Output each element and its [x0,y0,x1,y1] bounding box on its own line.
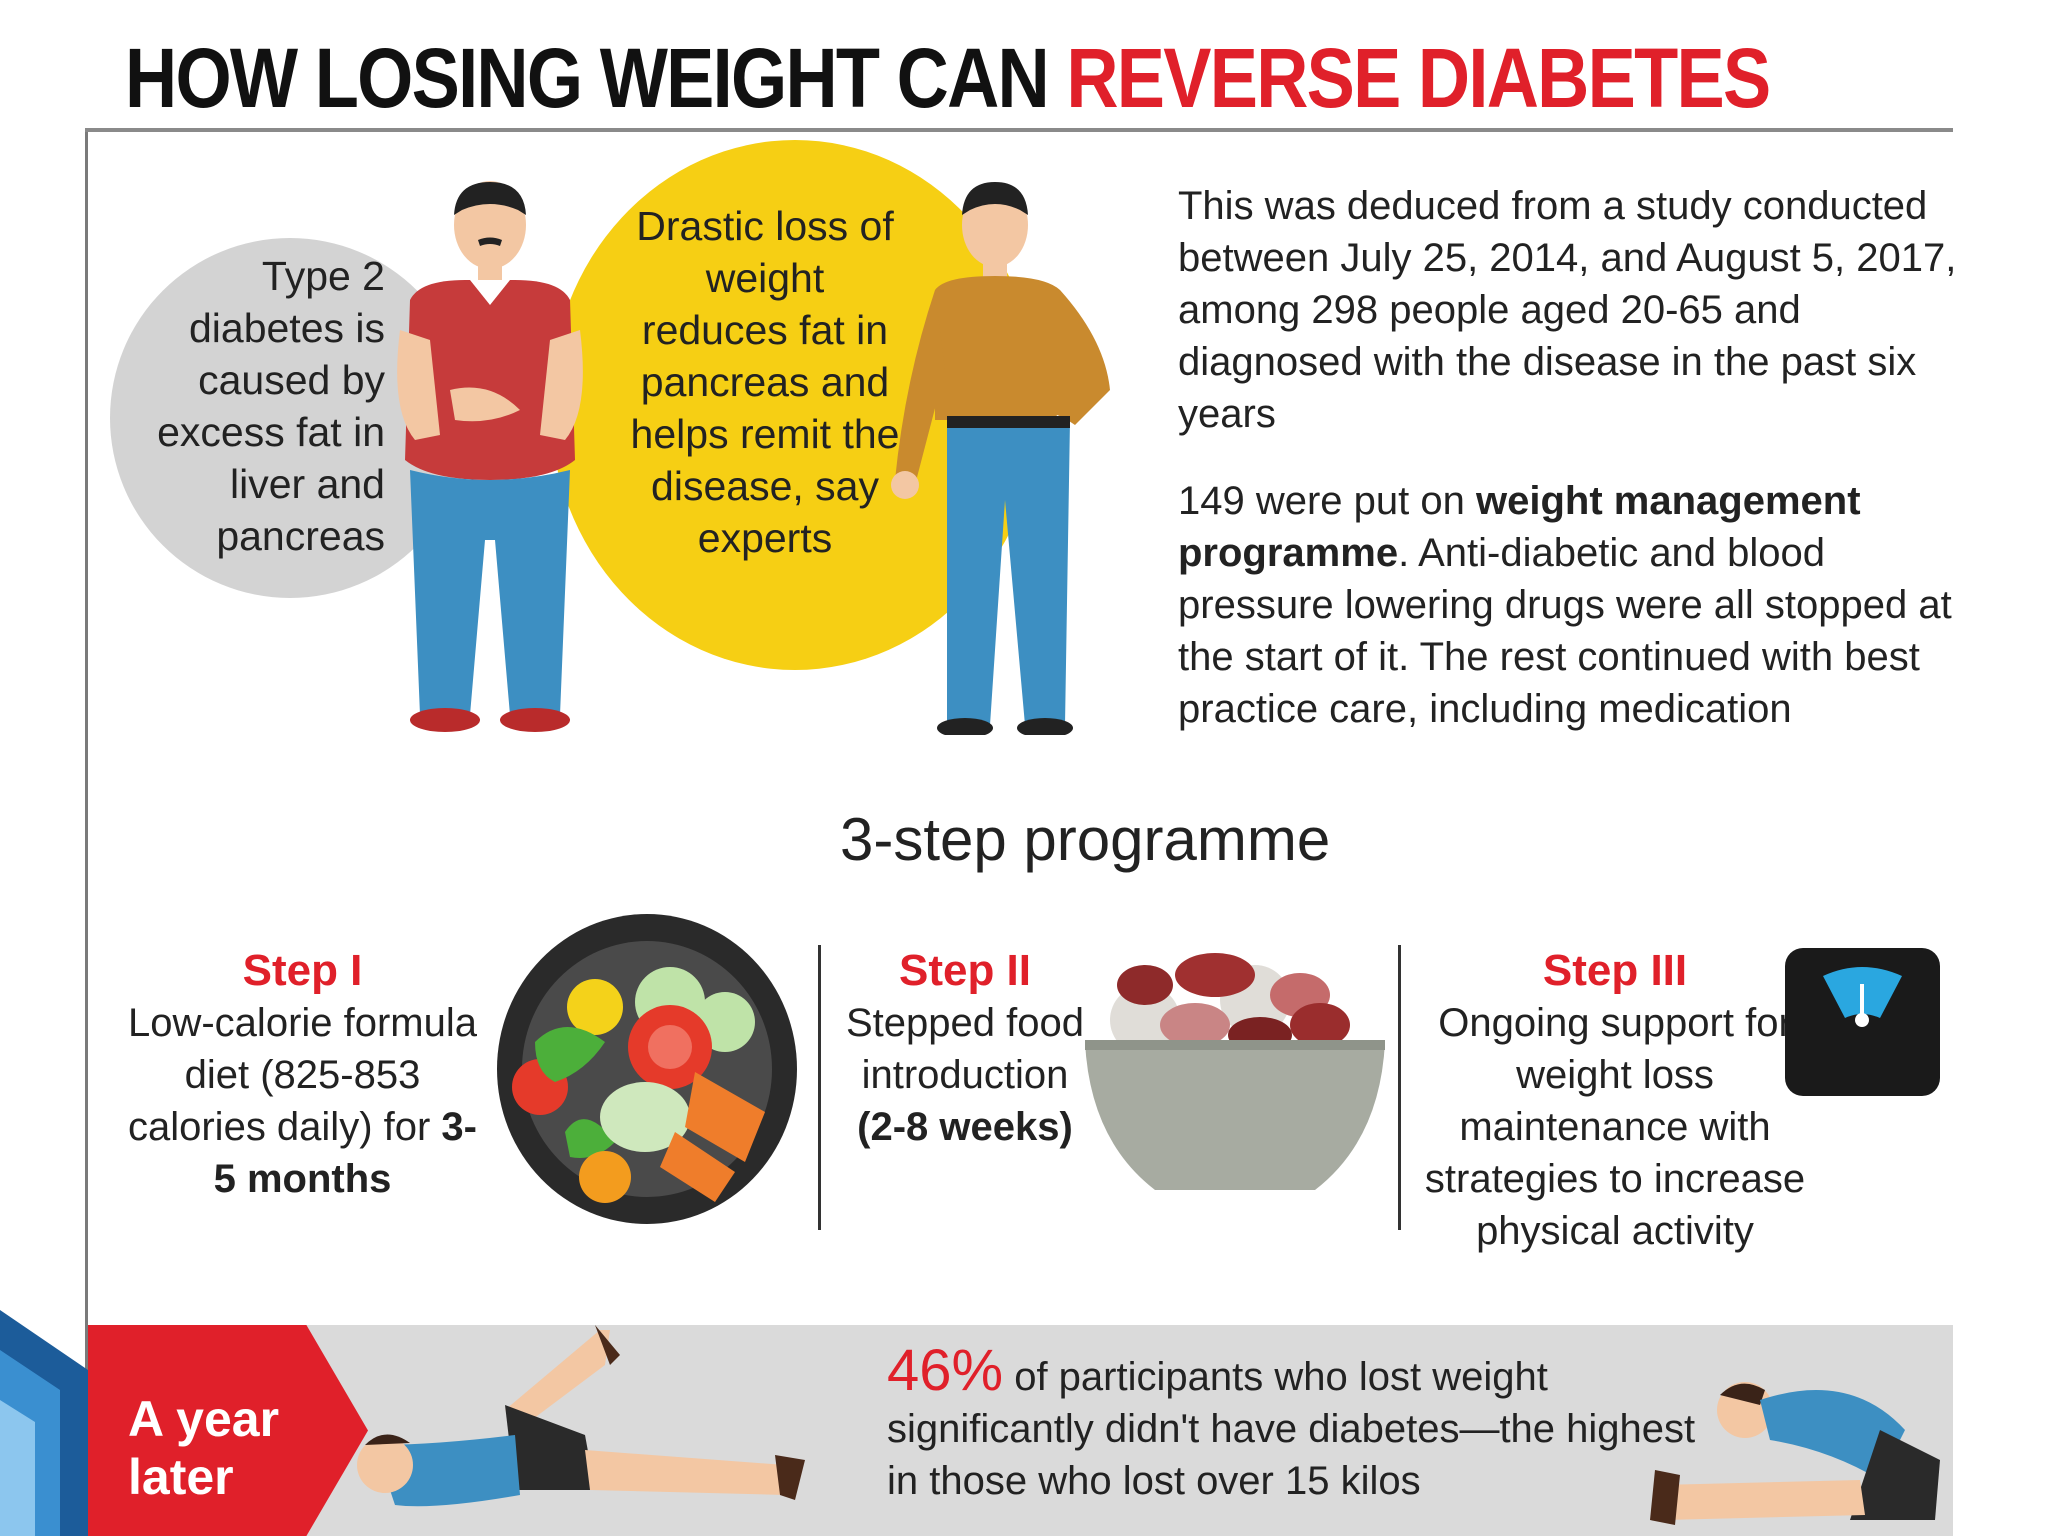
programme-title: 3-step programme [840,806,1331,873]
result-description: of participants who lost weight signific… [887,1355,1696,1503]
study-paragraph-2-bold: weight management programme [1178,479,1861,575]
title-divider [85,128,1953,132]
stretching-man-icon [357,1325,805,1507]
salad-bowl-icon [497,914,797,1224]
slim-man-icon [891,182,1110,735]
step-3-text: Ongoing support for weight loss maintena… [1424,1001,1806,1253]
step-3-label: Step III [1542,946,1688,995]
step-2-bold: (2-8 weeks) [857,1105,1073,1149]
left-border [85,132,88,1536]
step-divider-2 [1398,945,1401,1230]
result-tag-label: A year later [128,1391,280,1505]
toe-touch-man-icon [1650,1382,1940,1525]
step-1-text: Low-calorie formula diet (825-853 calori… [127,1001,478,1149]
study-paragraph-2-start: 149 were put on [1178,479,1476,523]
study-paragraph-1: This was deduced from a study conducted … [1178,184,1957,436]
step-1-bold: 3-5 months [213,1105,477,1201]
step-3: Step III Ongoing support for weight loss… [1410,945,1820,1257]
step-divider-1 [818,945,821,1230]
cause-text: Type 2 diabetes is caused by excess fat … [157,253,385,559]
overweight-man-icon [397,181,583,732]
step-1-label: Step I [242,946,363,995]
result-text: 46% of participants who lost weight sign… [887,1342,1707,1507]
step-2-label: Step II [898,946,1032,995]
result-percent: 46% [887,1338,1004,1403]
study-paragraph-2: 149 were put on weight management progra… [1178,475,1958,735]
title-part-black: HOW LOSING WEIGHT CAN [125,31,1067,125]
step-2-text: Stepped food introduction [846,1001,1084,1097]
title-part-red: REVERSE DIABETES [1066,31,1771,125]
study-paragraph-2-end: . Anti-diabetic and blood pressure lower… [1178,531,1952,731]
slide-corner-arrow-icon [0,1310,88,1536]
effect-text: Drastic loss of weight reduces fat in pa… [630,203,900,561]
food-bowl-icon [1085,953,1385,1190]
weighing-scale-icon [1785,948,1940,1096]
result-tag [88,1325,368,1536]
step-1: Step I Low-calorie formula diet (825-853… [120,945,485,1205]
step-2: Step II Stepped food introduction (2-8 w… [845,945,1085,1153]
page-title: HOW LOSING WEIGHT CAN REVERSE DIABETES [125,30,1771,127]
